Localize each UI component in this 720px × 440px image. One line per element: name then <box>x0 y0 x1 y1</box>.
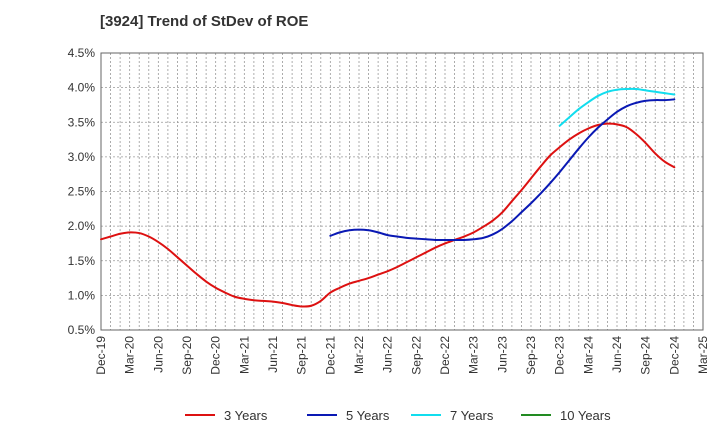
x-tick-label: Mar-21 <box>237 336 251 374</box>
x-tick-label: Jun-24 <box>610 336 624 373</box>
chart-title: [3924] Trend of StDev of ROE <box>100 13 308 30</box>
legend-label: 7 Years <box>450 408 494 423</box>
y-tick-label: 1.0% <box>68 288 96 302</box>
x-tick-label: Sep-21 <box>295 336 309 375</box>
x-tick-label: Sep-24 <box>639 336 653 375</box>
plot-border <box>100 52 704 331</box>
x-tick-label: Dec-19 <box>94 336 108 375</box>
series-line-7-years <box>558 87 676 127</box>
x-tick-label: Sep-20 <box>180 336 194 375</box>
series-line-3-years <box>100 122 676 308</box>
x-tick-label: Jun-22 <box>381 336 395 373</box>
x-tick-label: Jun-23 <box>495 336 509 373</box>
y-tick-label: 4.0% <box>68 81 96 95</box>
x-tick-label: Sep-23 <box>524 336 538 375</box>
legend-label: 5 Years <box>346 408 390 423</box>
legend-item-3-years: 3 Years <box>185 408 268 423</box>
x-tick-label: Jun-20 <box>151 336 165 373</box>
y-tick-label: 1.5% <box>68 254 96 268</box>
y-tick-label: 4.5% <box>68 46 96 60</box>
y-tick-label: 0.5% <box>68 323 96 337</box>
x-tick-label: Jun-21 <box>266 336 280 373</box>
y-tick-label: 3.0% <box>68 150 96 164</box>
x-tick-label: Mar-25 <box>696 336 710 374</box>
y-tick-label: 2.5% <box>68 185 96 199</box>
x-tick-label: Mar-20 <box>123 336 137 374</box>
x-tick-label: Dec-23 <box>553 336 567 375</box>
legend-label: 10 Years <box>560 408 611 423</box>
x-tick-label: Sep-22 <box>409 336 423 375</box>
legend-item-7-years: 7 Years <box>411 408 494 423</box>
y-tick-label: 2.0% <box>68 219 96 233</box>
x-tick-label: Mar-24 <box>581 336 595 374</box>
legend-label: 3 Years <box>224 408 268 423</box>
plot-area: 4.5%4.0%3.5%3.0%2.5%2.0%1.5%1.0%0.5%Dec-… <box>68 46 710 375</box>
legend-item-10-years: 10 Years <box>521 408 611 423</box>
x-tick-label: Dec-22 <box>438 336 452 375</box>
x-tick-label: Dec-24 <box>667 336 681 375</box>
x-tick-label: Mar-23 <box>467 336 481 374</box>
series-line-5-years <box>329 98 676 242</box>
x-tick-label: Dec-21 <box>323 336 337 375</box>
x-tick-label: Dec-20 <box>209 336 223 375</box>
x-tick-label: Mar-22 <box>352 336 366 374</box>
legend-item-5-years: 5 Years <box>307 408 390 423</box>
y-tick-label: 3.5% <box>68 115 96 129</box>
